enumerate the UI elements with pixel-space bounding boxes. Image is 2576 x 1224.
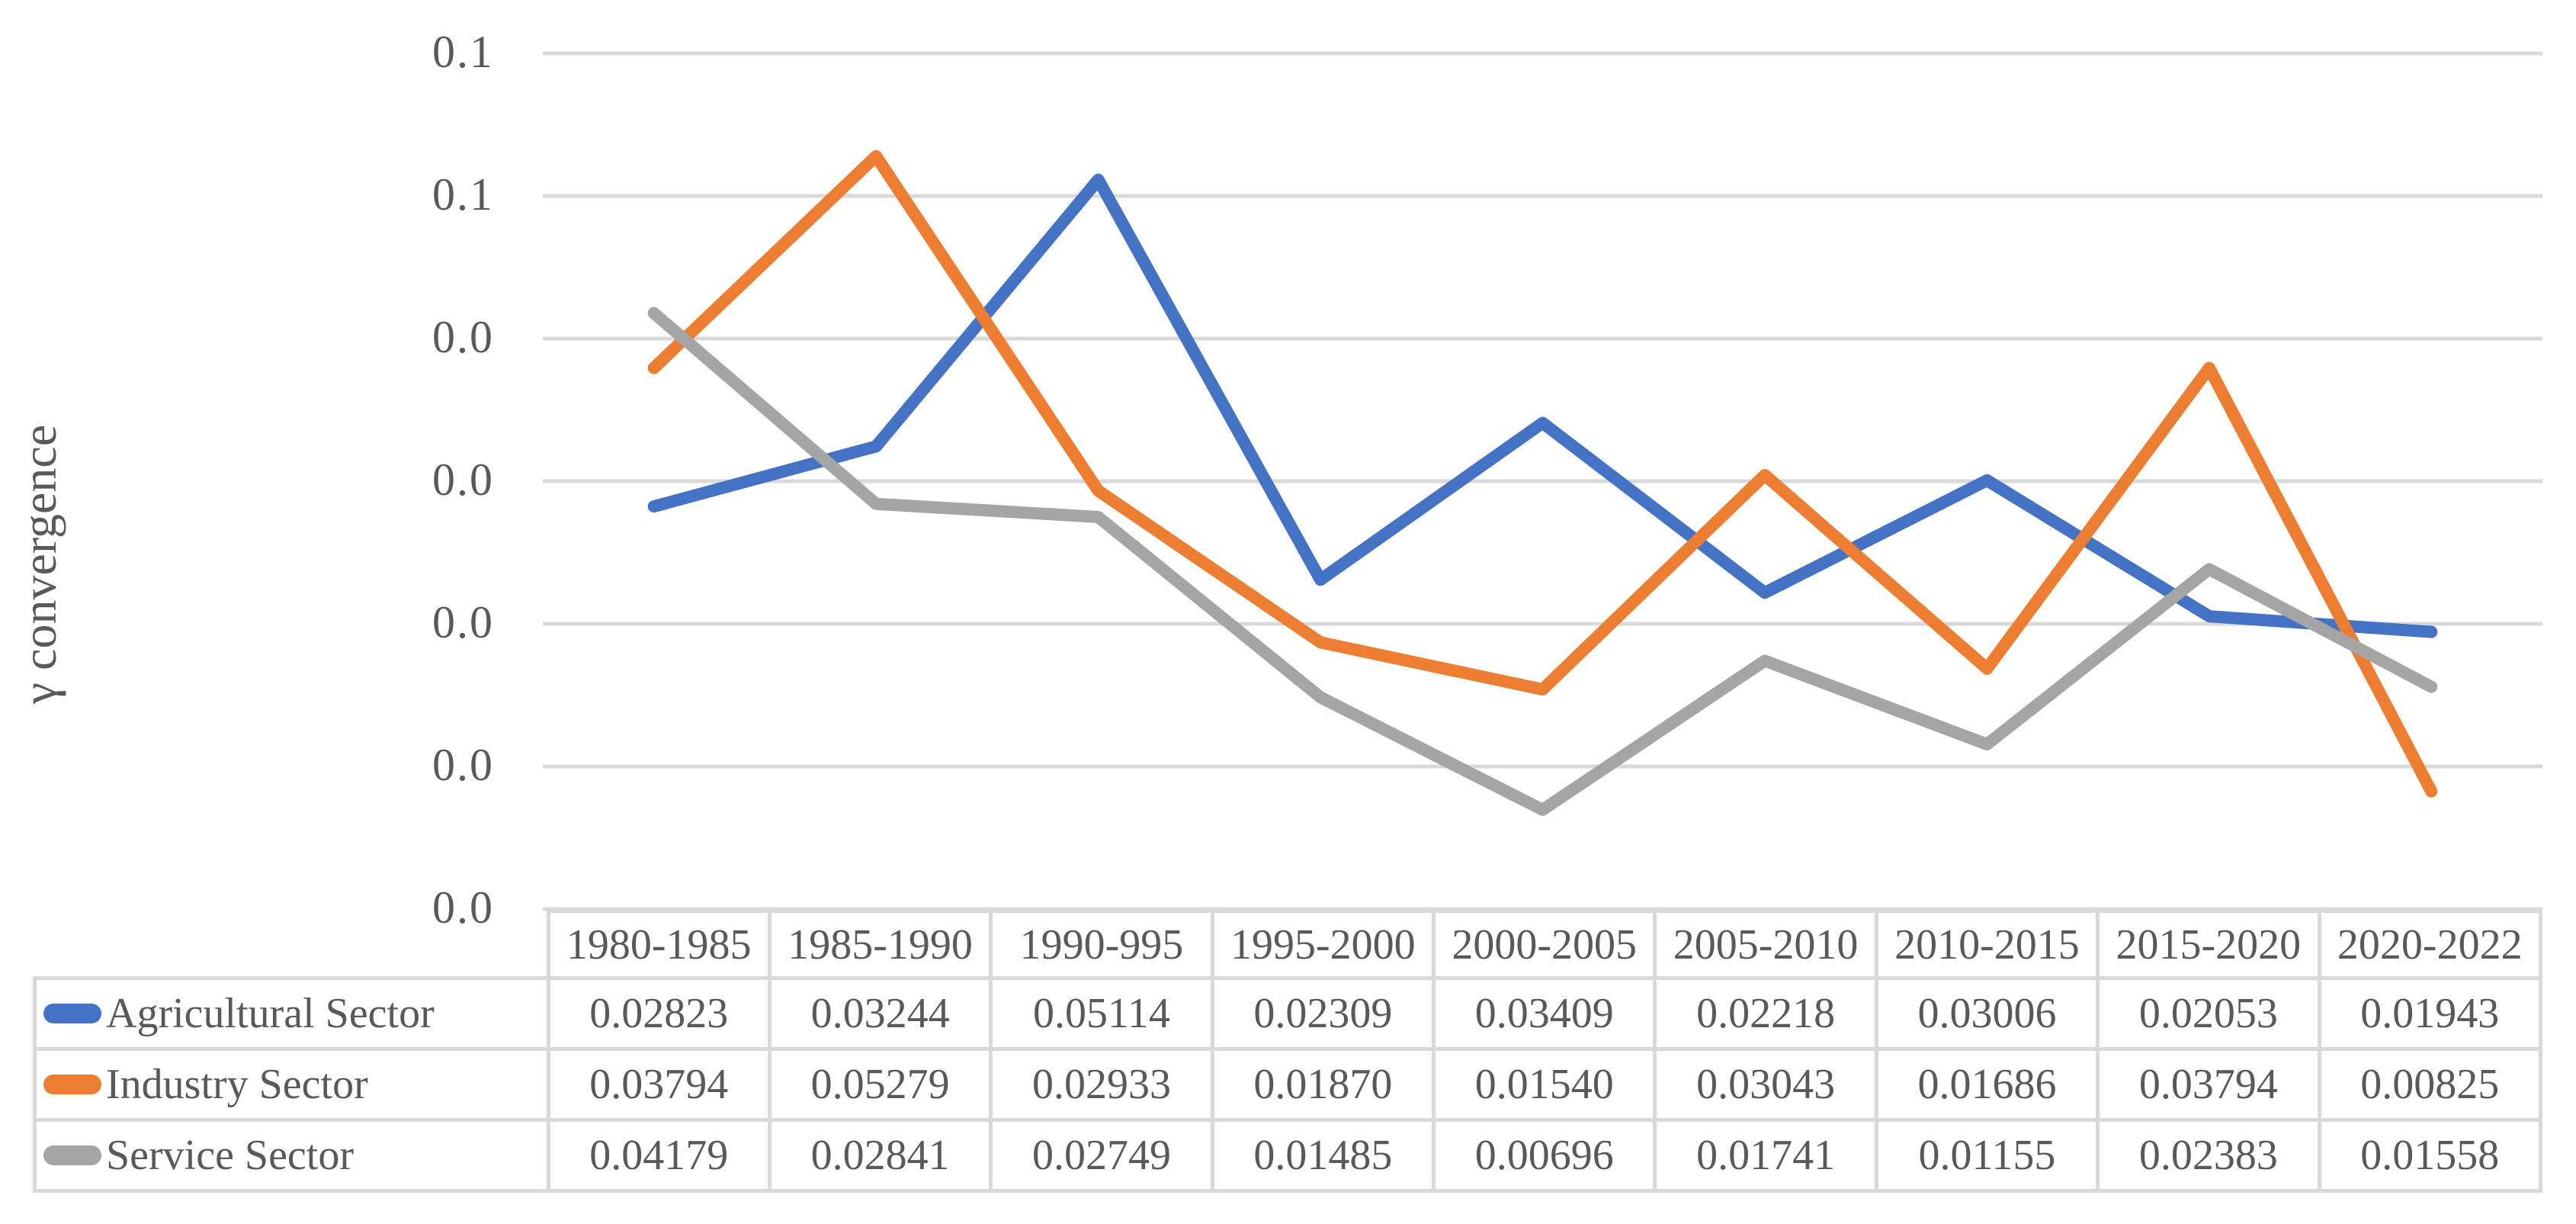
table-row-service-sector: Service Sector 0.04179 0.02841 0.02749 0.014… [33,1118,2542,1193]
column-header-2005-2010: 2005-2010 [1653,909,1878,980]
value-cell: 0.02309 [1210,976,1436,1051]
y-axis-tick-label-0: 0.1 [432,27,494,78]
value-cell: 0.05279 [767,1047,993,1122]
column-header-1990-995: 1990-995 [989,909,1214,980]
value-cell: 0.03006 [1874,976,2100,1051]
series-legend-cell: Industry Sector [33,1047,550,1122]
legend-line-swatch-industry-sector [43,1075,101,1094]
value-cell: 0.01943 [2317,976,2542,1051]
y-axis-tick-label-3: 0.0 [432,455,494,506]
y-axis-tick-label-6: 0.0 [432,882,494,933]
value-cell: 0.02841 [767,1118,993,1193]
column-header-2020-2022: 2020-2022 [2317,909,2542,980]
value-cell: 0.02933 [989,1047,1214,1122]
chart-data-table: 1980-1985 1985-1990 1990-995 1995-2000 2000-… [33,909,2542,1193]
value-cell: 0.03043 [1653,1047,1878,1122]
series-label: Industry Sector [106,1061,368,1108]
value-cell: 0.01741 [1653,1118,1878,1193]
table-row-agricultural-sector: Agricultural Sector 0.02823 0.03244 0.05114… [33,976,2542,1051]
column-header-1985-1990: 1985-1990 [767,909,993,980]
column-header-1995-2000: 1995-2000 [1210,909,1436,980]
value-cell: 0.01558 [2317,1118,2542,1193]
y-axis-tick-label-4: 0.0 [432,597,494,648]
line-agricultural-sector [647,173,2438,638]
value-cell: 0.01870 [1210,1047,1436,1122]
value-cell: 0.00825 [2317,1047,2542,1122]
table-header-row: 1980-1985 1985-1990 1990-995 1995-2000 2000-… [35,909,2542,980]
value-cell: 0.02218 [1653,976,1878,1051]
value-cell: 0.02823 [546,976,772,1051]
value-cell: 0.03244 [767,976,993,1051]
y-axis-tick-label-2: 0.0 [432,312,494,363]
value-cell: 0.01485 [1210,1118,1436,1193]
value-cell: 0.04179 [546,1118,772,1193]
value-cell: 0.01540 [1431,1047,1657,1122]
y-axis-tick-label-5: 0.0 [432,740,494,791]
value-cell: 0.02383 [2096,1118,2321,1193]
value-cell: 0.03794 [2096,1047,2321,1122]
column-header-2010-2015: 2010-2015 [1874,909,2100,980]
value-cell: 0.02053 [2096,976,2321,1051]
y-axis-tick-label-1: 0.1 [432,169,494,220]
series-label: Agricultural Sector [106,990,435,1037]
series-legend-cell: Service Sector [33,1118,550,1193]
series-legend-cell: Agricultural Sector [33,976,550,1051]
value-cell: 0.03794 [546,1047,772,1122]
legend-line-swatch-service-sector [43,1145,101,1165]
table-corner-cell [35,911,549,978]
table-row-industry-sector: Industry Sector 0.03794 0.05279 0.02933 0.01… [33,1047,2542,1122]
line-service-sector [647,307,2438,816]
series-label: Service Sector [106,1132,354,1179]
value-cell: 0.03409 [1431,976,1657,1051]
legend-line-swatch-agricultural-sector [43,1004,101,1023]
value-cell: 0.01686 [1874,1047,2100,1122]
value-cell: 0.01155 [1874,1118,2100,1193]
line-industry-sector [647,149,2438,798]
column-header-2000-2005: 2000-2005 [1431,909,1657,980]
value-cell: 0.02749 [989,1118,1214,1193]
value-cell: 0.00696 [1431,1118,1657,1193]
column-header-1980-1985: 1980-1985 [546,909,772,980]
column-header-2015-2020: 2015-2020 [2096,909,2321,980]
value-cell: 0.05114 [989,976,1214,1051]
